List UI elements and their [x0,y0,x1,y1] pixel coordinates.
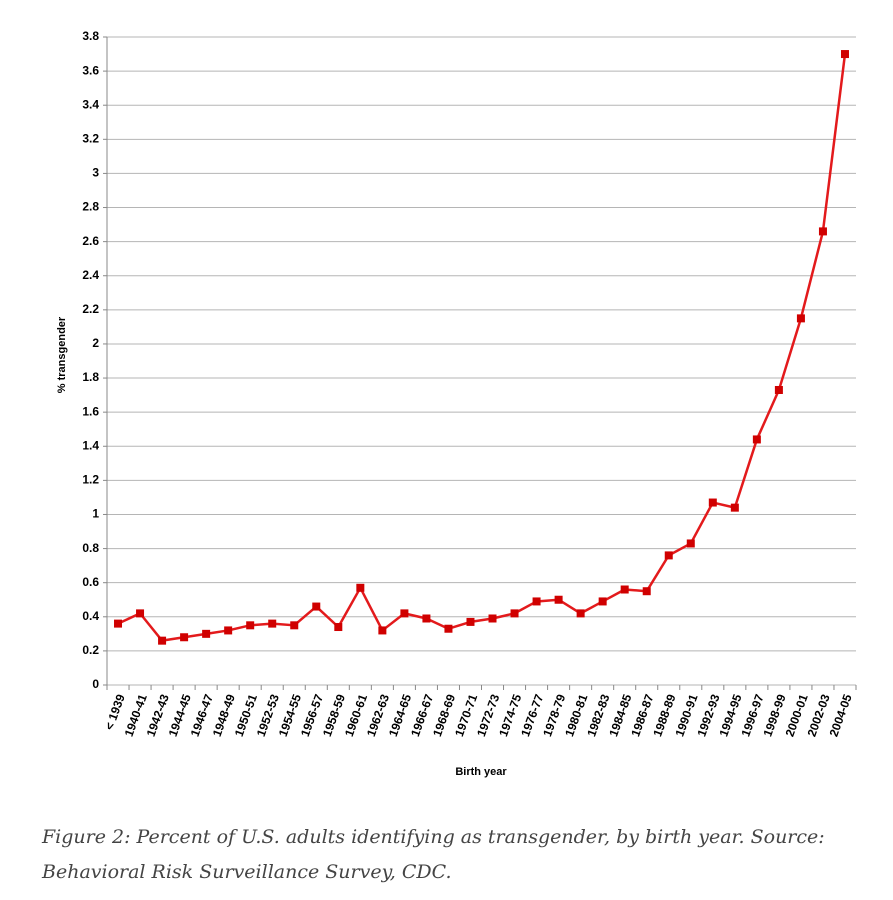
y-tick-label: 1.8 [82,370,99,384]
y-tick-label: 3.2 [82,131,99,145]
data-point [840,50,849,59]
data-point [708,498,717,507]
chart: % transgender Birth year 0 0.2 0.4 0.6 0.8 1 1… [56,29,857,778]
data-point [312,602,321,611]
y-tick-label: 1.6 [82,404,99,418]
data-point [488,614,497,623]
y-tick-label: 2.8 [82,200,99,214]
y-axis-label: % transgender [56,316,68,393]
data-point [246,621,255,630]
data-point [576,609,585,618]
data-point [400,609,409,618]
data-point [510,609,519,618]
data-point [224,626,233,635]
data-point [180,633,189,642]
data-point [356,583,365,592]
data-point [114,619,123,628]
data-point [444,624,453,633]
data-point [532,597,541,606]
data-point [796,314,805,323]
data-point [422,614,431,623]
data-point [202,629,211,638]
data-point [554,595,563,604]
data-point [158,636,167,645]
data-point [268,619,277,628]
data-point [598,597,607,606]
y-tick-label: 1.2 [82,473,99,487]
data-point [290,621,299,630]
data-point [818,227,827,236]
y-tick-label: 0 [92,677,99,691]
data-point [136,609,145,618]
y-tick-label: 3.8 [82,29,99,43]
x-axis-label: Birth year [455,766,507,778]
y-tick-label: 3 [92,166,99,180]
data-point [642,587,651,596]
data-point [620,585,629,594]
data-point [686,539,695,548]
data-line [117,53,847,642]
y-tick-label: 1 [92,507,99,521]
y-tick-label: 3.6 [82,63,99,77]
caption: Figure 2: Percent of U.S. adults identif… [42,826,825,883]
y-tick-label: 2.4 [82,268,99,282]
y-tick-label: 2.6 [82,234,99,248]
y-tick-label: 0.4 [82,609,99,623]
data-point [774,385,783,394]
data-point [378,626,387,635]
data-point [466,617,475,626]
y-tick-label: 3.4 [82,97,99,111]
y-tick-label: 2.2 [82,302,99,316]
data-point [752,435,761,444]
data-point [664,551,673,560]
y-tick-label: 0.8 [82,541,99,555]
y-tick-label: 0.2 [82,643,99,657]
y-tick-label: 1.4 [82,438,99,452]
data-point [334,623,343,632]
data-point [730,503,739,512]
y-tick-label: 0.6 [82,575,99,589]
y-tick-label: 2 [92,336,99,350]
